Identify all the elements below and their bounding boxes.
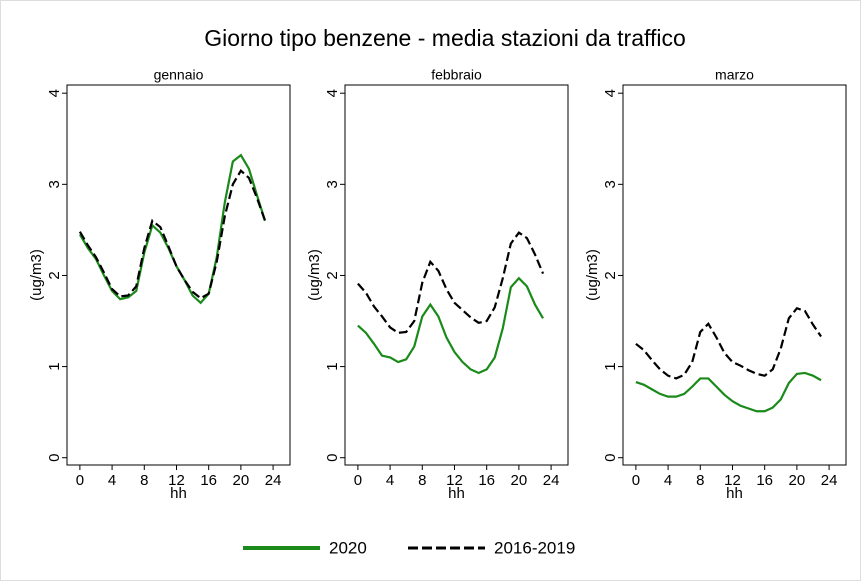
x-tick-label: 4 (386, 472, 394, 489)
plot-frame (344, 84, 569, 466)
series-line (357, 276, 544, 375)
y-tick-label: 4 (324, 89, 341, 97)
x-tick-label: 20 (233, 472, 250, 489)
y-tick-label: 0 (602, 454, 619, 462)
x-tick-label: 0 (632, 472, 640, 489)
y-tick-label: 3 (324, 180, 341, 188)
y-tick-label: 1 (602, 362, 619, 370)
y-tick-label: 2 (324, 271, 341, 279)
y-tick-label: 3 (602, 180, 619, 188)
x-tick-label: 20 (511, 472, 528, 489)
x-tick-label: 8 (696, 472, 704, 489)
y-tick-label: 2 (46, 271, 63, 279)
panel-title: gennaio (154, 67, 204, 83)
x-axis-label: hh (726, 485, 743, 502)
series-line (78, 168, 267, 300)
y-tick-label: 1 (324, 362, 341, 370)
y-axis-label: (ug/m3) (584, 249, 601, 301)
x-tick-label: 4 (664, 472, 672, 489)
y-tick-label: 4 (602, 89, 619, 97)
y-tick-label: 0 (46, 454, 63, 462)
plot-frame (622, 84, 847, 466)
y-axis-label: (ug/m3) (28, 249, 45, 301)
x-tick-label: 12 (168, 472, 185, 489)
y-tick-label: 0 (324, 454, 341, 462)
y-tick-label: 2 (602, 271, 619, 279)
y-tick-label: 1 (46, 362, 63, 370)
x-tick-label: 20 (789, 472, 806, 489)
x-tick-label: 4 (108, 472, 116, 489)
x-tick-label: 0 (76, 472, 84, 489)
x-tick-label: 24 (265, 472, 282, 489)
x-tick-label: 24 (821, 472, 838, 489)
y-tick-label: 3 (46, 180, 63, 188)
x-tick-label: 8 (140, 472, 148, 489)
series-line (357, 231, 545, 335)
x-tick-label: 8 (418, 472, 426, 489)
series-line (635, 371, 822, 413)
x-tick-label: 24 (543, 472, 560, 489)
series-line (635, 306, 822, 380)
panel-title: febbraio (431, 67, 482, 83)
x-tick-label: 16 (478, 472, 495, 489)
legend-label: 2020 (329, 538, 367, 557)
plot-frame (66, 84, 291, 466)
panel-title: marzo (715, 67, 754, 83)
legend-label: 2016-2019 (494, 538, 575, 557)
x-tick-label: 12 (724, 472, 741, 489)
x-tick-label: 12 (446, 472, 463, 489)
y-tick-label: 4 (46, 89, 63, 97)
x-tick-label: 16 (756, 472, 773, 489)
x-axis-label: hh (448, 485, 465, 502)
y-axis-label: (ug/m3) (306, 249, 323, 301)
series-line (78, 153, 267, 305)
x-axis-label: hh (170, 485, 187, 502)
x-tick-label: 0 (354, 472, 362, 489)
chart-title: Giorno tipo benzene - media stazioni da … (204, 25, 686, 51)
x-tick-label: 16 (200, 472, 217, 489)
